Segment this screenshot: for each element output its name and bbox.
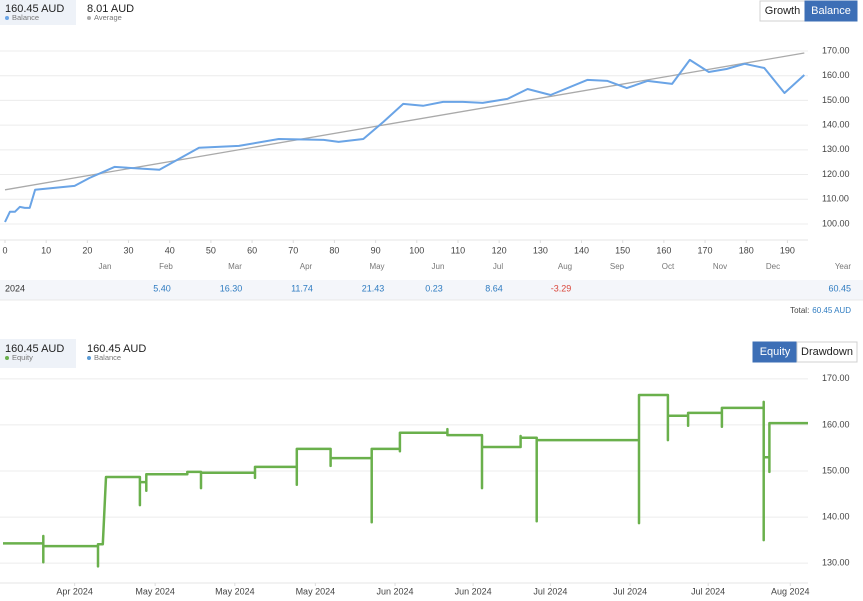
- table-header: Jun: [432, 262, 445, 271]
- x-tick-label: 180: [739, 245, 754, 255]
- table-header: Jul: [493, 262, 503, 271]
- series-line: [3, 393, 808, 568]
- x-tick-label: 120: [492, 245, 507, 255]
- x-tick-label: May 2024: [215, 586, 255, 596]
- table-header: Nov: [713, 262, 727, 271]
- table-cell: 21.43: [362, 283, 385, 293]
- x-tick-label: 150: [615, 245, 630, 255]
- x-tick-label: 190: [780, 245, 795, 255]
- table-header: Dec: [766, 262, 780, 271]
- legend-name: Equity: [12, 353, 33, 362]
- y-tick-label: 170.00: [822, 373, 850, 383]
- x-tick-label: 140: [574, 245, 589, 255]
- x-tick-label: 110: [451, 245, 465, 255]
- table-header: Aug: [558, 262, 572, 271]
- x-tick-label: May 2024: [135, 586, 175, 596]
- legend-dot: [5, 356, 9, 360]
- y-tick-label: 100.00: [822, 218, 850, 228]
- y-tick-label: 160.00: [822, 419, 850, 429]
- x-tick-label: Jul 2024: [533, 586, 567, 596]
- legend-name: Balance: [94, 353, 121, 362]
- y-tick-label: 110.00: [822, 194, 849, 204]
- x-tick-label: 20: [82, 245, 92, 255]
- y-tick-label: 140.00: [822, 511, 850, 521]
- x-tick-label: 50: [206, 245, 216, 255]
- x-tick-label: Jun 2024: [455, 586, 492, 596]
- x-tick-label: 40: [165, 245, 175, 255]
- y-tick-label: 150.00: [822, 465, 850, 475]
- x-tick-label: Aug 2024: [771, 586, 810, 596]
- table-header: Mar: [228, 262, 242, 271]
- table-header: Sep: [610, 262, 625, 271]
- total-value: 60.45 AUD: [812, 306, 851, 315]
- legend-value: 8.01 AUD: [87, 3, 134, 15]
- table-header: Feb: [159, 262, 173, 271]
- table-cell: 8.64: [485, 283, 503, 293]
- table-cell: 11.74: [291, 283, 313, 293]
- legend-name: Average: [94, 13, 122, 22]
- legend-value: 160.45 AUD: [87, 343, 146, 355]
- x-tick-label: 100: [409, 245, 424, 255]
- legend-active-box: [0, 0, 76, 25]
- y-tick-label: 130.00: [822, 144, 850, 154]
- x-tick-label: 80: [329, 245, 339, 255]
- x-tick-label: 170: [698, 245, 713, 255]
- x-tick-label: Jul 2024: [613, 586, 647, 596]
- y-tick-label: 170.00: [822, 45, 850, 55]
- series-line: [4, 52, 805, 191]
- x-tick-label: May 2024: [296, 586, 336, 596]
- legend-name: Balance: [12, 13, 39, 22]
- table-header: Year: [835, 262, 852, 271]
- toggle-button-label[interactable]: Balance: [811, 5, 851, 17]
- legend-dot: [87, 356, 91, 360]
- x-tick-label: 130: [533, 245, 548, 255]
- table-cell: 60.45: [828, 283, 851, 293]
- table-header: Oct: [662, 262, 675, 271]
- toggle-button-label[interactable]: Equity: [760, 346, 791, 358]
- y-tick-label: 140.00: [822, 119, 850, 129]
- legend-active-box: [0, 339, 76, 368]
- table-cell: 16.30: [220, 283, 243, 293]
- y-tick-label: 130.00: [822, 558, 850, 568]
- x-tick-label: 10: [41, 245, 51, 255]
- x-tick-label: 30: [124, 245, 134, 255]
- table-header: May: [369, 262, 384, 271]
- toggle-button[interactable]: [796, 341, 858, 363]
- y-tick-label: 150.00: [822, 95, 850, 105]
- x-tick-label: 90: [371, 245, 381, 255]
- table-cell: 5.40: [153, 283, 171, 293]
- x-tick-label: 160: [656, 245, 671, 255]
- table-header: Jan: [99, 262, 112, 271]
- series-line: [4, 58, 805, 223]
- x-tick-label: Jul 2024: [691, 586, 725, 596]
- table-row-band: [0, 280, 863, 300]
- y-tick-label: 120.00: [822, 169, 850, 179]
- table-header: Apr: [300, 262, 313, 271]
- toggle-button-label[interactable]: Growth: [765, 5, 800, 17]
- table-cell: -3.29: [551, 283, 572, 293]
- total-label: Total:: [790, 306, 809, 315]
- legend-dot: [5, 16, 9, 20]
- y-tick-label: 160.00: [822, 70, 850, 80]
- toggle-button-label[interactable]: Drawdown: [801, 346, 853, 358]
- legend-dot: [87, 16, 91, 20]
- x-tick-label: 0: [2, 245, 7, 255]
- table-cell: 0.23: [425, 283, 443, 293]
- legend-value: 160.45 AUD: [5, 343, 64, 355]
- x-tick-label: 70: [288, 245, 298, 255]
- x-tick-label: 60: [247, 245, 257, 255]
- x-tick-label: Jun 2024: [377, 586, 414, 596]
- toggle-button[interactable]: [804, 0, 858, 22]
- x-tick-label: Apr 2024: [56, 586, 93, 596]
- table-row-label: 2024: [5, 283, 25, 293]
- legend-value: 160.45 AUD: [5, 3, 64, 15]
